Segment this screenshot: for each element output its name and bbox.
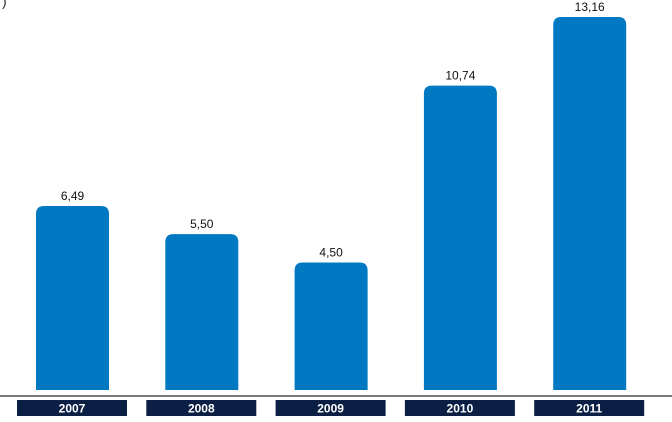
bar-2010 <box>423 85 497 390</box>
year-box-2008 <box>146 400 257 416</box>
value-label-2010: 10,74 <box>445 69 475 83</box>
bar-2009 <box>294 262 368 390</box>
category-label-2010: 2010 <box>447 402 474 416</box>
corner-mark: ) <box>2 0 7 9</box>
value-label-2007: 6,49 <box>61 189 85 203</box>
category-label-2009: 2009 <box>317 402 344 416</box>
category-label-2007: 2007 <box>59 402 86 416</box>
value-label-2009: 4,50 <box>319 245 343 259</box>
bars-group <box>36 17 627 390</box>
category-label-2011: 2011 <box>576 402 602 416</box>
year-box-2010 <box>404 400 515 416</box>
bar-2007 <box>36 206 109 390</box>
value-labels-group: 6,49 5,50 4,50 10,74 13,16 <box>61 0 605 259</box>
bar-2011 <box>553 17 627 390</box>
category-label-2008: 2008 <box>188 402 215 416</box>
year-box-2007 <box>17 400 127 416</box>
year-labels-group: 2007 2008 2009 2010 2011 <box>17 400 645 416</box>
value-label-2008: 5,50 <box>190 217 214 231</box>
bar-2008 <box>165 234 239 390</box>
year-box-2011 <box>534 400 645 416</box>
value-label-2011: 13,16 <box>575 0 605 14</box>
year-box-2009 <box>275 400 386 416</box>
